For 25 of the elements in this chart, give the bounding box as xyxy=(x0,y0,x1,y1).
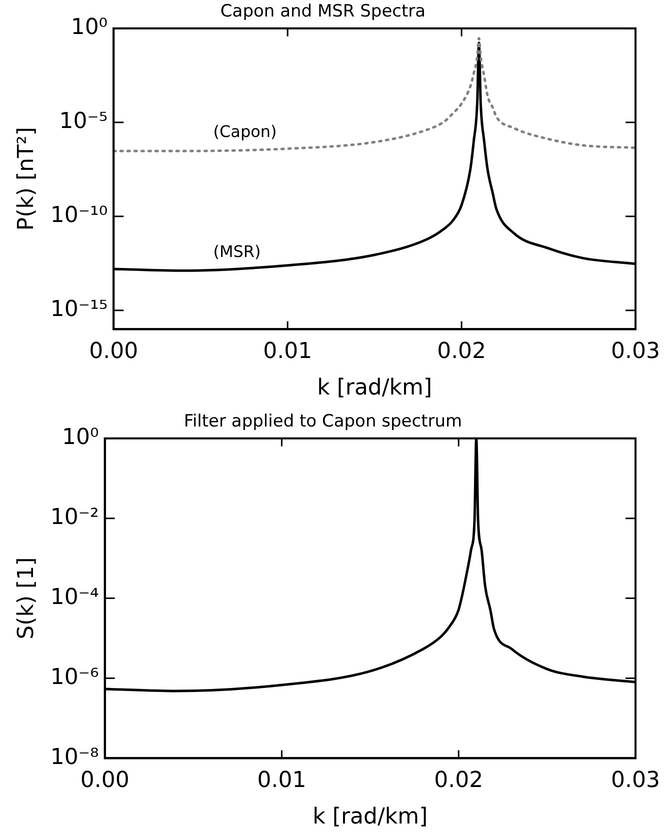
series-label: (MSR) xyxy=(213,242,261,261)
x-tick-label: 0.01 xyxy=(263,339,312,364)
y-tick-label: 10⁰ xyxy=(62,425,99,450)
y-tick-label: 10⁻¹⁵ xyxy=(50,297,108,322)
x-tick-label: 0.00 xyxy=(80,768,130,794)
x-tick-label: 0.01 xyxy=(257,768,306,794)
y-tick-label: 10⁻⁵ xyxy=(59,109,108,134)
x-axis-title: k [rad/km] xyxy=(312,804,428,830)
x-tick-label: 0.02 xyxy=(437,339,486,364)
y-tick-label: 10⁻⁴ xyxy=(50,585,99,610)
x-tick-label: 0.02 xyxy=(434,768,484,794)
y-tick-label: 10⁻⁸ xyxy=(50,744,99,770)
x-tick-label: 0.03 xyxy=(611,339,660,364)
y-tick-label: 10⁰ xyxy=(70,15,108,40)
series-label: (Capon) xyxy=(213,122,277,142)
y-axis-title: P(k) [nT²] xyxy=(14,127,39,231)
y-tick-label: 10⁻¹⁰ xyxy=(50,203,108,228)
x-tick-label: 0.03 xyxy=(611,768,660,794)
y-axis-title: S(k) [1] xyxy=(14,557,39,640)
x-axis-title: k [rad/km] xyxy=(317,376,432,401)
chart-title: Capon and MSR Spectra xyxy=(220,2,426,22)
y-tick-label: 10⁻⁶ xyxy=(50,664,99,690)
chart-title: Filter applied to Capon spectrum xyxy=(184,412,462,432)
y-tick-label: 10⁻² xyxy=(50,505,99,530)
x-tick-label: 0.00 xyxy=(89,339,138,364)
